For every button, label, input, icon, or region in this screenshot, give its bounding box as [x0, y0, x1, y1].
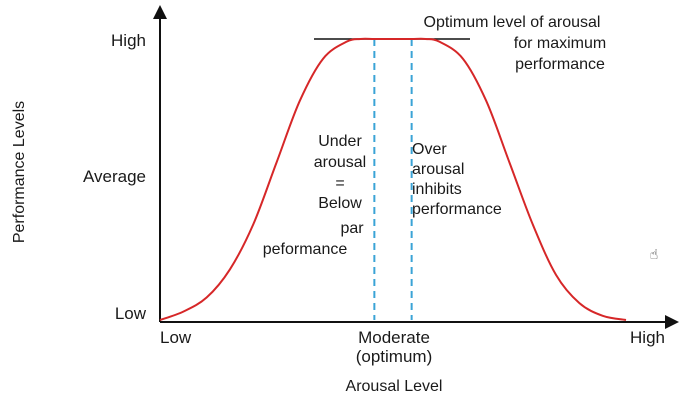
- under-annotation-line-4: Below: [318, 195, 362, 212]
- under-annotation-line-3: =: [335, 175, 344, 192]
- x-tick-low: Low: [160, 328, 192, 347]
- y-tick-high: High: [111, 31, 146, 50]
- y-axis-label: Performance Levels: [11, 101, 28, 243]
- performance-curve: [159, 37, 627, 321]
- optimum-annotation-line-2: for maximum: [514, 35, 606, 52]
- under-annotation-line-2: arousal: [314, 154, 366, 171]
- under-annotation-line-1: Under: [318, 133, 362, 150]
- under-annotation-line-6: peformance: [263, 241, 348, 258]
- over-annotation-line-2: arousal: [412, 161, 464, 178]
- optimum-annotation-line-3: performance: [515, 56, 605, 73]
- x-axis-label: Arousal Level: [346, 378, 443, 395]
- over-annotation-line-3: inhibits: [412, 181, 462, 198]
- x-tick-high: High: [630, 328, 665, 347]
- over-annotation-line-1: Over: [412, 141, 447, 158]
- optimum-annotation-line-1: Optimum level of arousal: [424, 14, 601, 31]
- y-tick-average: Average: [83, 167, 146, 186]
- over-annotation-line-4: performance: [412, 201, 502, 218]
- y-tick-low: Low: [115, 304, 147, 323]
- hand-cursor-icon: ☝: [650, 247, 659, 263]
- x-tick-moderate: Moderate: [358, 328, 430, 347]
- x-tick-optimum: (optimum): [356, 347, 433, 366]
- under-annotation-line-5: par: [340, 220, 364, 237]
